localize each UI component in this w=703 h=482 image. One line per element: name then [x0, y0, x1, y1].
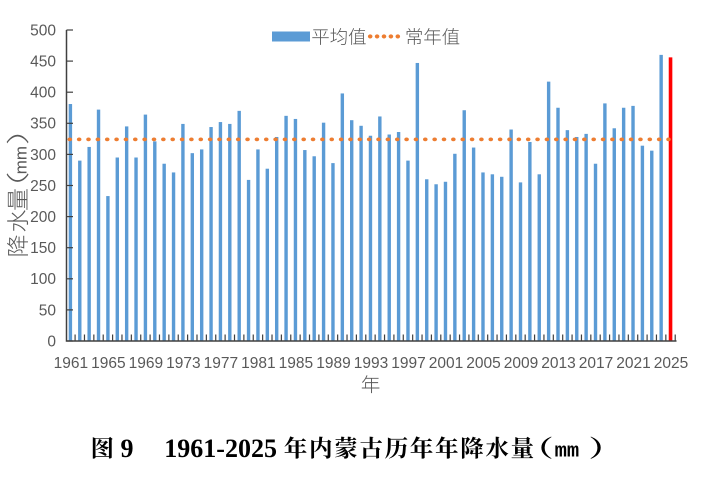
svg-text:100: 100: [30, 271, 56, 288]
svg-text:1961-2025: 1961-2025: [164, 434, 277, 463]
svg-text:mm: mm: [11, 146, 30, 174]
svg-text:1993: 1993: [354, 355, 388, 372]
svg-text:1961: 1961: [54, 355, 88, 372]
svg-text:2025: 2025: [654, 355, 688, 372]
svg-text:1965: 1965: [91, 355, 125, 372]
svg-text:250: 250: [30, 178, 56, 195]
svg-text:0: 0: [47, 333, 56, 350]
svg-text:2005: 2005: [466, 355, 500, 372]
svg-text:2013: 2013: [541, 355, 575, 372]
svg-text:2009: 2009: [504, 355, 538, 372]
svg-text:150: 150: [30, 240, 56, 257]
svg-text:300: 300: [30, 147, 56, 164]
svg-text:400: 400: [30, 85, 56, 102]
svg-text:1977: 1977: [204, 355, 238, 372]
svg-text:1981: 1981: [241, 355, 275, 372]
svg-text:1973: 1973: [166, 355, 200, 372]
svg-text:1985: 1985: [279, 355, 313, 372]
svg-text:50: 50: [39, 302, 57, 319]
svg-text:1989: 1989: [316, 355, 350, 372]
svg-text:2001: 2001: [429, 355, 463, 372]
svg-text:2017: 2017: [579, 355, 613, 372]
svg-text:200: 200: [30, 209, 56, 226]
svg-text:450: 450: [30, 54, 56, 71]
svg-text:1997: 1997: [391, 355, 425, 372]
svg-text:1969: 1969: [129, 355, 163, 372]
svg-text:mm: mm: [555, 441, 580, 464]
svg-text:2021: 2021: [616, 355, 650, 372]
svg-text:500: 500: [30, 22, 56, 39]
svg-text:9: 9: [121, 434, 134, 463]
svg-text:350: 350: [30, 116, 56, 133]
